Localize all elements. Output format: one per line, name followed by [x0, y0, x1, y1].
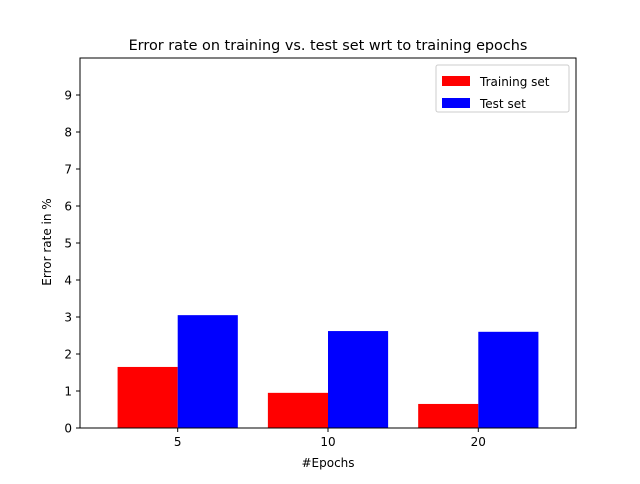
bar-test-set-20	[478, 331, 539, 428]
bar-test-set-10	[328, 331, 389, 428]
bar-test-set-5	[177, 315, 238, 428]
y-tick-label: 1	[64, 385, 72, 399]
y-tick-label: 2	[64, 348, 72, 362]
x-axis-label: #Epochs	[301, 456, 354, 470]
y-tick-label: 7	[64, 163, 72, 177]
legend-label: Test set	[479, 97, 526, 111]
bars-layer	[117, 315, 539, 428]
axes-layer: 0 1 2 3 4 5 6 7 8 9 5 10 20	[64, 57, 577, 449]
y-tick-label: 9	[64, 89, 72, 103]
legend-swatch	[442, 98, 470, 108]
bar-training-set-10	[267, 392, 328, 428]
bar-training-set-5	[117, 366, 178, 428]
chart-title: Error rate on training vs. test set wrt …	[129, 38, 528, 54]
y-tick-label: 5	[64, 237, 72, 251]
x-tick-label: 20	[471, 435, 486, 449]
y-tick-label: 3	[64, 311, 72, 325]
legend: Training set Test set	[435, 64, 570, 113]
x-tick-label: 10	[320, 435, 335, 449]
y-tick-label: 8	[64, 126, 72, 140]
legend-label: Training set	[479, 75, 550, 89]
y-axis-label: Error rate in %	[40, 198, 54, 285]
y-tick-label: 4	[64, 274, 72, 288]
y-tick-label: 6	[64, 200, 72, 214]
x-tick-label: 5	[174, 435, 182, 449]
legend-swatch	[442, 76, 470, 86]
y-tick-label: 0	[64, 422, 72, 436]
bar-training-set-20	[418, 403, 479, 428]
